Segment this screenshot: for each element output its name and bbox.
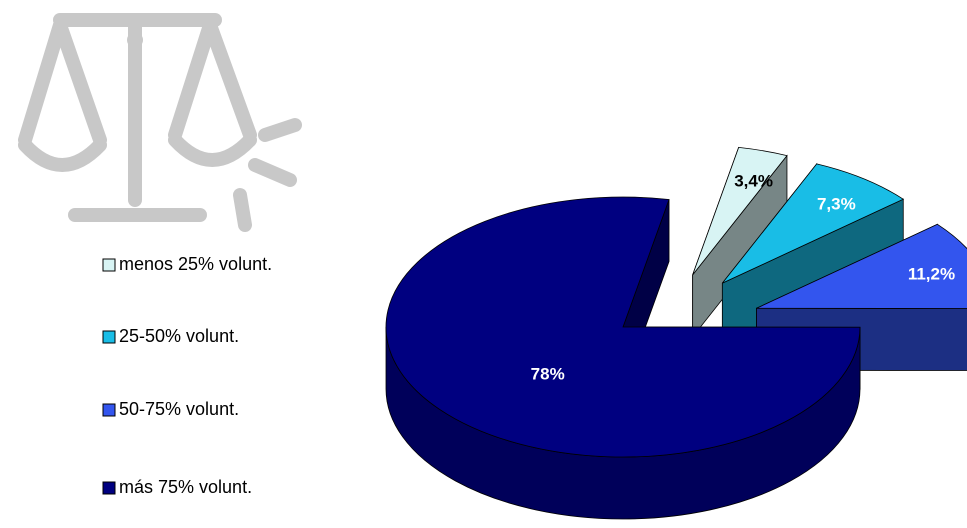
slice-top — [722, 163, 905, 284]
logo-left-pan — [18, 18, 107, 172]
logo-knob — [127, 32, 143, 48]
scales-logo — [18, 13, 302, 232]
legend-label: 25-50% volunt. — [119, 326, 239, 346]
legend-label: 50-75% volunt. — [119, 399, 239, 419]
legend-swatch — [102, 258, 116, 272]
legend-swatch — [102, 403, 116, 417]
pie: 3,4% 7,3% 11,2% 78% — [385, 146, 967, 520]
legend: menos 25% volunt. 25-50% volunt. 50-75% vo… — [102, 254, 272, 497]
logo-right-pan — [168, 18, 257, 167]
legend-swatch — [102, 481, 116, 495]
data-label: 7,3% — [817, 194, 856, 213]
data-label: 11,2% — [908, 264, 955, 283]
logo-rays — [233, 118, 302, 232]
legend-swatch — [102, 330, 116, 344]
slice-top — [385, 196, 861, 458]
legend-label: más 75% volunt. — [119, 477, 252, 497]
data-label: 78% — [531, 364, 565, 383]
slice — [385, 196, 861, 520]
legend-label: menos 25% volunt. — [119, 254, 272, 274]
data-label: 3,4% — [734, 171, 773, 190]
slice-top — [756, 223, 967, 309]
slice-top — [692, 146, 788, 276]
slice — [692, 146, 788, 339]
